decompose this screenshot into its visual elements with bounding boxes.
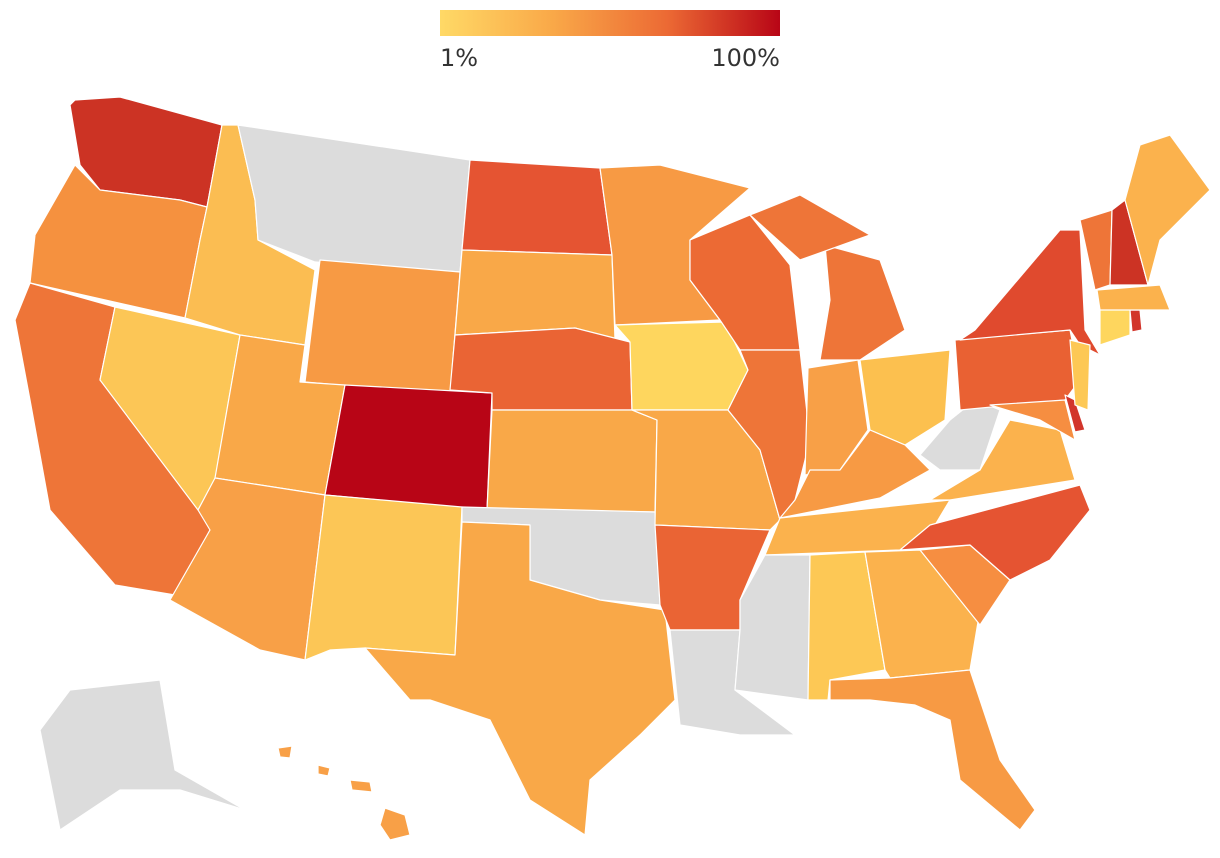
states [14, 96, 1211, 841]
state [959, 229, 1101, 356]
state [804, 359, 869, 476]
legend-min-label: 1% [440, 44, 478, 72]
state [324, 384, 493, 511]
state [461, 159, 613, 256]
state [1096, 284, 1171, 311]
state [749, 194, 871, 261]
state [899, 484, 1091, 581]
state [919, 399, 1001, 471]
state [486, 409, 658, 513]
state [989, 399, 1076, 441]
state [859, 349, 951, 446]
state [1069, 339, 1091, 411]
state [39, 679, 246, 831]
legend-max-label: 100% [711, 44, 780, 72]
state [779, 429, 931, 519]
state [454, 249, 616, 341]
state [1129, 309, 1143, 333]
state [277, 745, 411, 841]
state [1124, 134, 1211, 286]
state [954, 329, 1081, 411]
state [614, 321, 749, 411]
legend-bar [440, 10, 780, 36]
state [364, 521, 676, 836]
state [304, 259, 461, 396]
state [819, 244, 906, 361]
state [1064, 394, 1086, 433]
state [1079, 209, 1113, 291]
state [829, 669, 1036, 831]
state [304, 494, 463, 661]
state [1099, 304, 1131, 346]
